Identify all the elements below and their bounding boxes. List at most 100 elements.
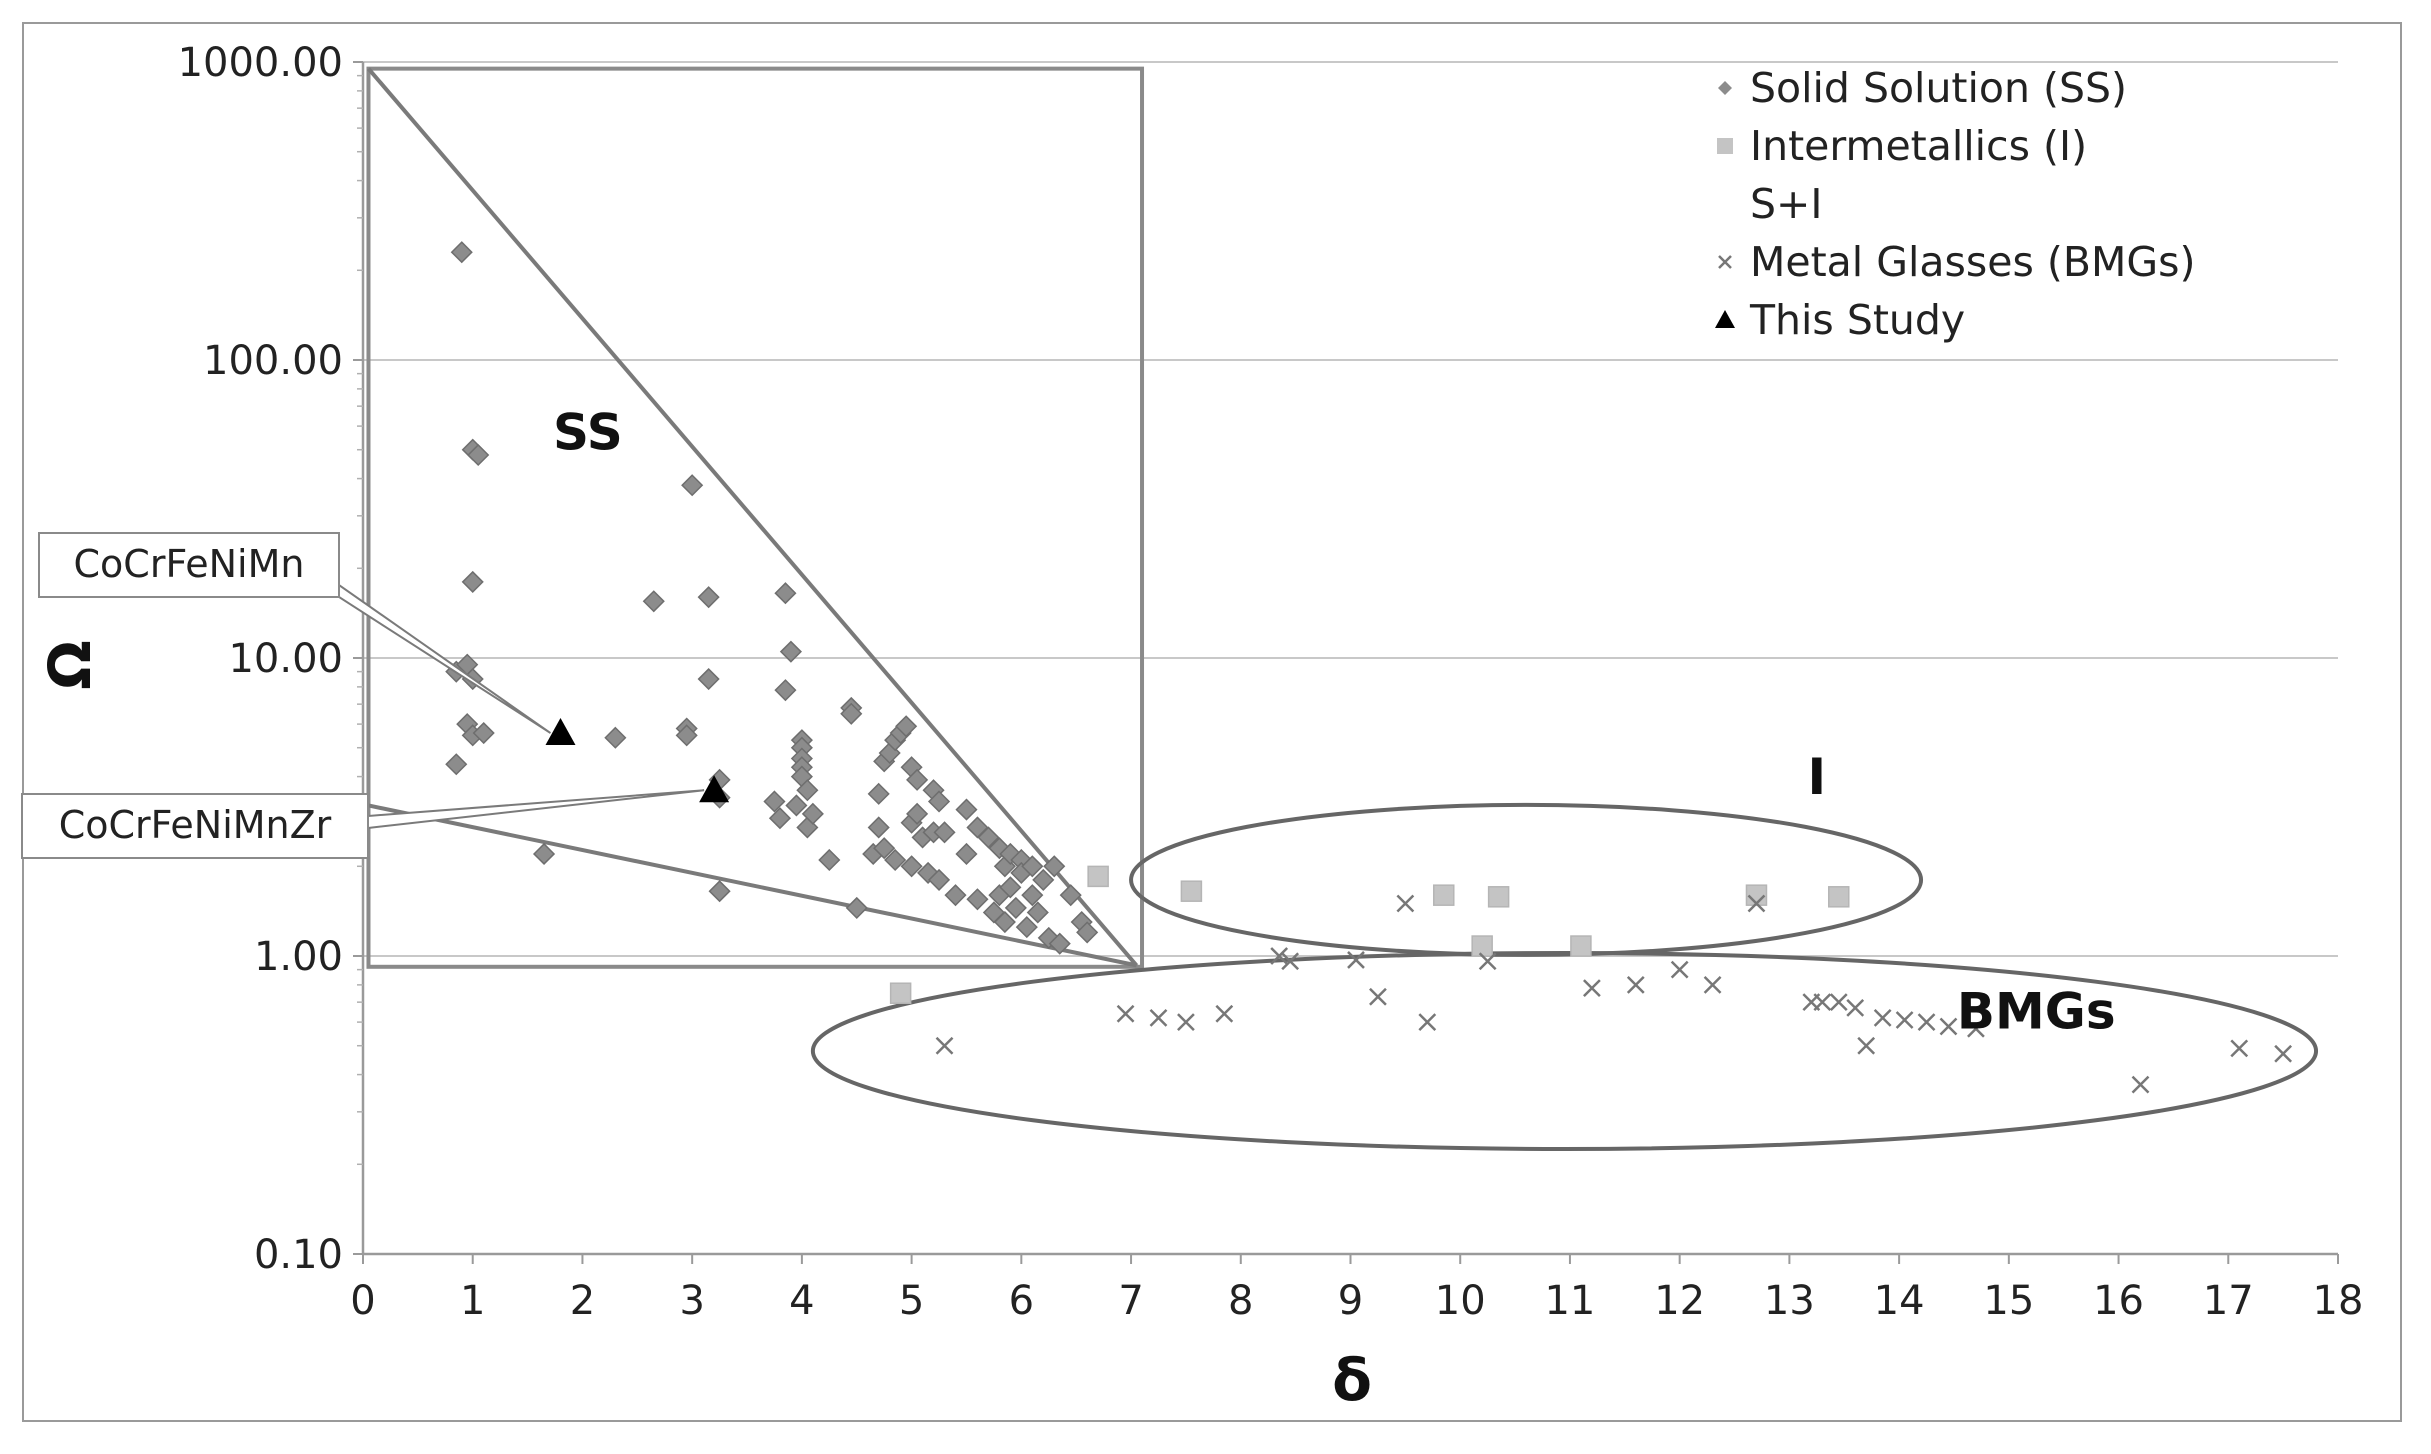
x-axis-title: δ bbox=[1332, 1346, 1372, 1414]
intermetallic-point bbox=[1487, 886, 1510, 908]
ss-region-label: SS bbox=[553, 404, 623, 462]
ss-point bbox=[1032, 868, 1055, 891]
x-tick-label: 15 bbox=[1983, 1278, 2034, 1324]
bmg-point bbox=[1347, 951, 1365, 969]
bmg-point bbox=[1215, 1004, 1234, 1023]
bmg-point bbox=[1149, 1008, 1168, 1027]
x-tick-label: 6 bbox=[1009, 1278, 1034, 1324]
x-tick-label: 8 bbox=[1228, 1278, 1253, 1324]
callout-cocrfenimnzr: CoCrFeNiMnZr bbox=[59, 803, 332, 847]
y-tick-label: 100.00 bbox=[203, 338, 343, 384]
legend-label: S+I bbox=[1750, 180, 1822, 228]
x-tick-label: 16 bbox=[2093, 1278, 2144, 1324]
bmg-ellipse bbox=[810, 950, 2319, 1151]
ss-point bbox=[1048, 932, 1071, 955]
y-tick-label: 1000.00 bbox=[178, 40, 343, 86]
ss-point bbox=[642, 590, 665, 613]
bmg-point bbox=[1829, 993, 1848, 1012]
bmg-point bbox=[1177, 1013, 1195, 1031]
ss-boundary-line bbox=[366, 67, 1139, 967]
bmg-point bbox=[1813, 993, 1832, 1012]
y-axis-title: Ω bbox=[36, 640, 104, 689]
ss-point bbox=[1076, 921, 1099, 944]
bmg-point bbox=[1396, 894, 1415, 913]
gridlines bbox=[363, 61, 2338, 957]
x-tick-label: 4 bbox=[789, 1278, 814, 1324]
ss-point bbox=[955, 798, 978, 821]
ss-point bbox=[999, 876, 1022, 899]
ss-point bbox=[445, 753, 468, 776]
bmg-point bbox=[1583, 979, 1601, 998]
x-tick-label: 5 bbox=[899, 1278, 924, 1324]
ss-point bbox=[450, 241, 473, 264]
ss-point bbox=[675, 724, 698, 747]
intermetallic-point bbox=[1087, 865, 1109, 888]
legend-item: Solid Solution (SS) bbox=[1718, 64, 2127, 112]
ss-point bbox=[708, 880, 731, 903]
x-tick-label: 1 bbox=[460, 1278, 485, 1324]
ss-point bbox=[1026, 901, 1049, 924]
ss-point bbox=[697, 586, 720, 609]
bmg-point bbox=[1369, 987, 1387, 1006]
bmg-point bbox=[1967, 1019, 1985, 1038]
ss-point bbox=[900, 855, 923, 878]
bmg-point bbox=[1281, 952, 1300, 971]
intermetallic-point bbox=[1180, 880, 1203, 902]
ss-point bbox=[818, 848, 841, 872]
legend-item: This Study bbox=[1715, 296, 1965, 344]
ss-point bbox=[461, 570, 484, 593]
ss-point bbox=[697, 667, 720, 691]
ss-point bbox=[840, 702, 863, 725]
x-tick-label: 10 bbox=[1435, 1278, 1486, 1324]
legend-label: Intermetallics (I) bbox=[1750, 122, 2087, 170]
ss-point bbox=[966, 888, 989, 911]
y-tick-label: 0.10 bbox=[254, 1232, 343, 1278]
callout-pointer bbox=[367, 789, 705, 830]
legend-item: S+I bbox=[1750, 180, 1822, 228]
y-tick-label: 10.00 bbox=[228, 636, 343, 682]
ss-point bbox=[1043, 855, 1066, 878]
intermetallic-point bbox=[1570, 935, 1592, 957]
ss-point bbox=[933, 821, 956, 844]
x-tick-label: 9 bbox=[1338, 1278, 1363, 1324]
legend: Solid Solution (SS) Intermetallics (I) S+I… bbox=[1715, 64, 2195, 344]
ss-point bbox=[977, 826, 1000, 849]
ss-point bbox=[906, 802, 929, 825]
legend-label: This Study bbox=[1749, 296, 1965, 344]
ss-point bbox=[884, 848, 907, 872]
ss-boundary-line bbox=[368, 803, 1137, 968]
ss-point bbox=[1021, 884, 1044, 907]
ss-point bbox=[785, 794, 808, 817]
intermetallics-ellipse bbox=[1129, 802, 1924, 957]
legend-item: Metal Glasses (BMGs) bbox=[1718, 238, 2195, 286]
ss-point bbox=[763, 790, 786, 813]
ss-point bbox=[681, 474, 704, 497]
bmg-point bbox=[1857, 1036, 1876, 1055]
bmg-point bbox=[1670, 960, 1689, 979]
bmg-point bbox=[1418, 1013, 1437, 1031]
ss-point bbox=[867, 782, 890, 805]
callout-box bbox=[21, 793, 369, 859]
ss-point bbox=[779, 640, 802, 663]
ss-point bbox=[467, 443, 490, 467]
ss-point bbox=[895, 715, 918, 738]
ss-point bbox=[801, 802, 824, 825]
intermetallic-point bbox=[1433, 884, 1455, 906]
ss-point bbox=[472, 721, 495, 745]
intermetallic-point bbox=[889, 982, 912, 1004]
ss-point bbox=[774, 679, 797, 702]
bmg-point bbox=[935, 1036, 954, 1055]
bmg-point bbox=[1478, 952, 1497, 971]
ss-point bbox=[955, 842, 978, 866]
legend-square-icon bbox=[1717, 138, 1733, 154]
ss-point bbox=[1004, 896, 1027, 919]
ss-point bbox=[906, 768, 929, 791]
ss-point bbox=[845, 896, 868, 919]
bmg-point bbox=[1747, 894, 1766, 913]
bmg-point bbox=[1939, 1017, 1958, 1036]
ss-point bbox=[774, 582, 797, 605]
ss-point bbox=[927, 790, 951, 813]
ss-point bbox=[1015, 916, 1038, 939]
legend-label: Metal Glasses (BMGs) bbox=[1750, 238, 2195, 286]
x-tick-label: 13 bbox=[1764, 1278, 1815, 1324]
